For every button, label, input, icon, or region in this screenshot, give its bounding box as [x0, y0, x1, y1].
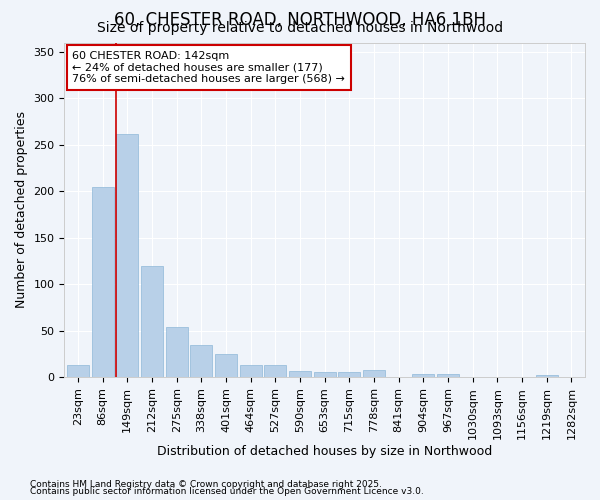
- Bar: [289, 370, 311, 377]
- Bar: [264, 365, 286, 377]
- Bar: [166, 327, 188, 377]
- Y-axis label: Number of detached properties: Number of detached properties: [15, 112, 28, 308]
- Text: Contains public sector information licensed under the Open Government Licence v3: Contains public sector information licen…: [30, 487, 424, 496]
- Bar: [412, 374, 434, 377]
- Bar: [314, 372, 336, 377]
- Bar: [141, 266, 163, 377]
- Bar: [363, 370, 385, 377]
- Text: 60, CHESTER ROAD, NORTHWOOD, HA6 1BH: 60, CHESTER ROAD, NORTHWOOD, HA6 1BH: [114, 11, 486, 29]
- Bar: [239, 365, 262, 377]
- Bar: [215, 354, 237, 377]
- Text: Contains HM Land Registry data © Crown copyright and database right 2025.: Contains HM Land Registry data © Crown c…: [30, 480, 382, 489]
- Bar: [536, 375, 558, 377]
- Bar: [92, 186, 114, 377]
- Bar: [338, 372, 361, 377]
- Text: Size of property relative to detached houses in Northwood: Size of property relative to detached ho…: [97, 21, 503, 35]
- Text: 60 CHESTER ROAD: 142sqm
← 24% of detached houses are smaller (177)
76% of semi-d: 60 CHESTER ROAD: 142sqm ← 24% of detache…: [72, 51, 345, 84]
- Bar: [437, 374, 459, 377]
- Bar: [190, 344, 212, 377]
- Bar: [116, 134, 139, 377]
- X-axis label: Distribution of detached houses by size in Northwood: Distribution of detached houses by size …: [157, 444, 493, 458]
- Bar: [67, 365, 89, 377]
